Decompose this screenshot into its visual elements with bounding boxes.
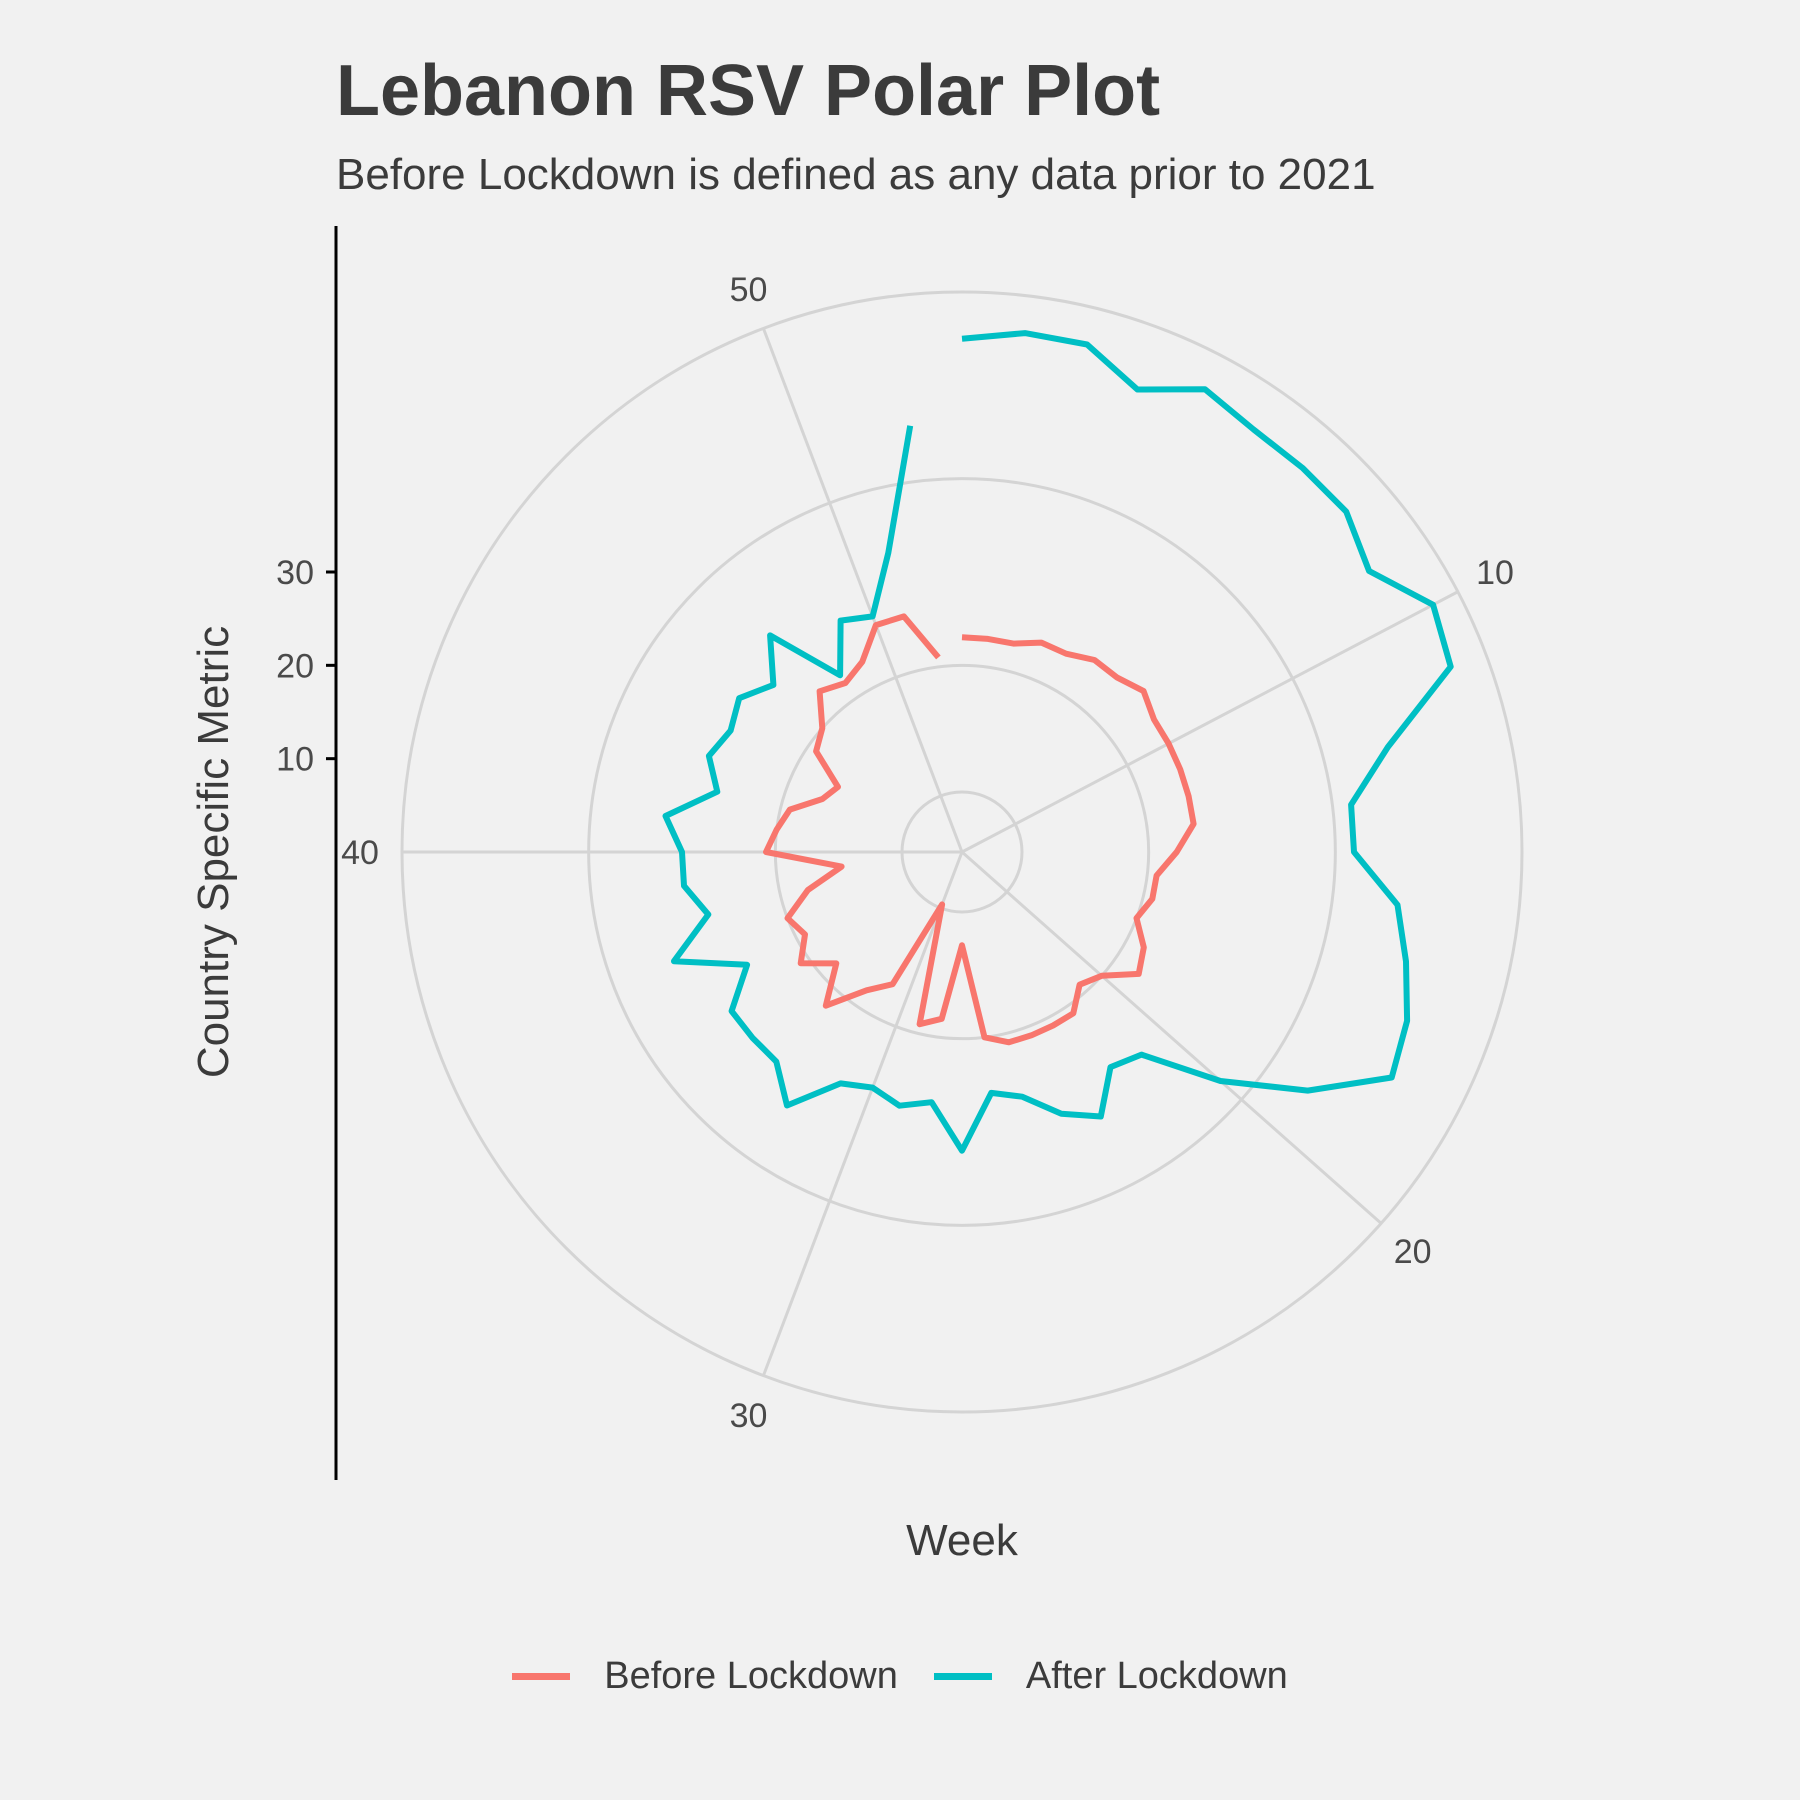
grid-spoke [762, 851, 964, 1377]
theta-tick-label: 20 [1394, 1233, 1432, 1271]
legend-label-after-lockdown: After Lockdown [1025, 1655, 1288, 1697]
angular-gridlines [402, 327, 1459, 1377]
theta-tick-label: 40 [341, 834, 379, 872]
theta-tick-label: 50 [730, 271, 768, 309]
grid-spoke [762, 327, 964, 853]
grid-spoke [961, 590, 1459, 854]
r-tick-label: 30 [276, 554, 314, 592]
x-axis-title: Week [906, 1516, 1019, 1565]
series-line-after-lockdown [662, 330, 1454, 1154]
theta-tick-label: 30 [730, 1397, 768, 1435]
r-tick-label: 10 [276, 741, 314, 779]
legend: Before Lockdown After Lockdown [0, 1655, 1800, 1698]
legend-label-before-lockdown: Before Lockdown [604, 1655, 898, 1697]
y-axis-title: Country Specific Metric [189, 626, 238, 1078]
r-tick-label: 20 [276, 647, 314, 685]
legend-item-before-lockdown: Before Lockdown [512, 1655, 898, 1698]
series-line-before-lockdown [763, 613, 1197, 1046]
chart-subtitle: Before Lockdown is defined as any data p… [336, 150, 1376, 199]
grid-spoke [961, 850, 1383, 1225]
theta-tick-labels: 10 20 30 40 50 [341, 271, 1514, 1435]
legend-key-after-lockdown [933, 1673, 992, 1680]
legend-key-before-lockdown [512, 1673, 571, 1680]
legend-item-after-lockdown: After Lockdown [933, 1655, 1288, 1698]
chart-title: Lebanon RSV Polar Plot [336, 51, 1161, 131]
r-axis-ticks: 10 20 30 [276, 554, 336, 779]
series-layer [662, 330, 1454, 1154]
theta-tick-label: 10 [1476, 554, 1514, 592]
